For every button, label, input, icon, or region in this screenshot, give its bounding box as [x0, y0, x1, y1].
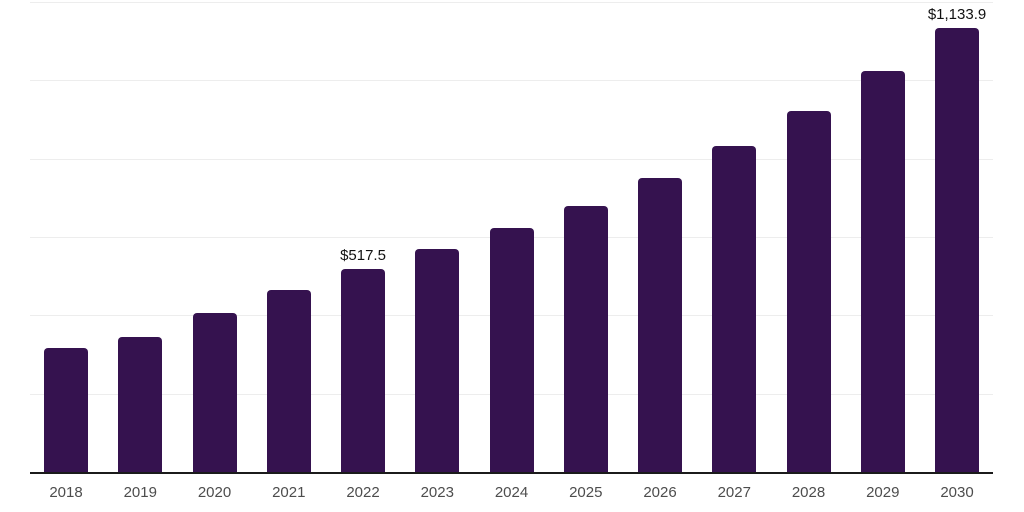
bar-slot-2025: [563, 206, 608, 472]
bar-2022[interactable]: [341, 269, 385, 472]
x-tick-label-2022: 2022: [346, 484, 380, 501]
bar-2027[interactable]: [712, 146, 757, 472]
bar-2025[interactable]: [563, 206, 608, 472]
bar-2018[interactable]: [44, 347, 88, 472]
bar-slot-2019: [118, 337, 163, 472]
bar-2029[interactable]: [860, 70, 905, 472]
x-axis: 2018 2019 2020 2021 2022 2023 2024 2025 2026 2027…: [30, 474, 993, 501]
bar-2030[interactable]: [935, 27, 979, 472]
gridline-1200: [30, 2, 993, 3]
x-tick-label-2028: 2028: [791, 484, 826, 501]
bar-slot-2018: [44, 347, 88, 472]
bar-2021[interactable]: [266, 289, 311, 472]
bar-2024[interactable]: [489, 228, 534, 472]
x-tick-label-2020: 2020: [197, 484, 232, 501]
bar-slot-2029: [860, 70, 905, 472]
bar-slot-2030: $1,133.9: [928, 6, 986, 472]
bar-slot-2020: [192, 312, 237, 472]
bar-slot-2021: [266, 289, 311, 472]
gridline-800: [30, 158, 993, 160]
x-tick-label-2019: 2019: [123, 484, 157, 501]
bar-slot-2023: [415, 248, 460, 472]
x-tick-label-2030: 2030: [940, 484, 974, 501]
x-tick-label-2025: 2025: [569, 484, 603, 501]
bar-slot-2026: [638, 178, 682, 472]
bar-2019[interactable]: [118, 337, 163, 472]
bar-2028[interactable]: [786, 111, 831, 472]
bar-value-label-2030: $1,133.9: [927, 5, 987, 23]
bar-slot-2027: [712, 146, 757, 472]
x-tick-label-2023: 2023: [420, 484, 454, 501]
bar-2023[interactable]: [415, 248, 460, 472]
x-tick-label-2018: 2018: [49, 484, 83, 501]
x-tick-label-2021: 2021: [272, 484, 306, 501]
bar-2020[interactable]: [192, 312, 237, 472]
x-tick-label-2026: 2026: [643, 484, 677, 501]
plot-area: $517.5 $1,133.9: [30, 2, 993, 474]
bar-slot-2022: $517.5: [340, 247, 386, 472]
bar-value-label-2022: $517.5: [340, 247, 386, 265]
gridline-1000: [30, 80, 993, 82]
bar-series: $517.5 $1,133.9: [30, 2, 993, 472]
x-tick-label-2024: 2024: [494, 484, 529, 501]
bar-2026[interactable]: [638, 178, 682, 472]
bar-slot-2028: [786, 111, 831, 472]
x-tick-label-2029: 2029: [866, 484, 900, 501]
x-tick-label-2027: 2027: [717, 484, 751, 501]
bar-slot-2024: [489, 228, 534, 472]
